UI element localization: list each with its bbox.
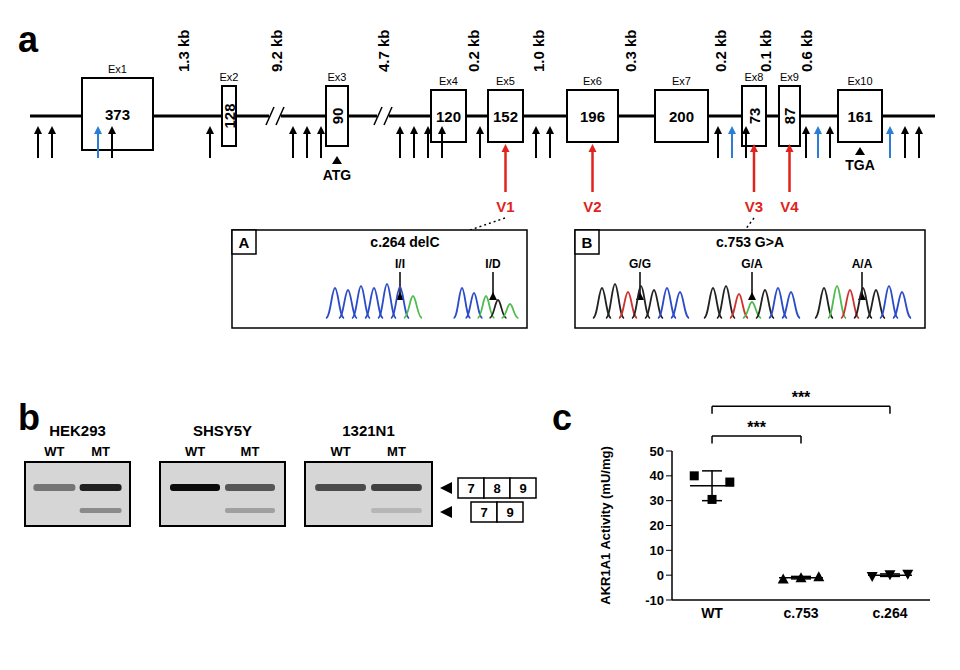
svg-text:Ex7: Ex7 [672,75,691,87]
svg-text:87: 87 [781,108,798,125]
svg-text:30: 30 [650,493,664,508]
svg-text:-10: -10 [645,593,664,608]
svg-text:0.2 kb: 0.2 kb [712,29,729,72]
svg-text:TGA: TGA [845,157,875,173]
svg-text:9.2 kb: 9.2 kb [268,29,285,72]
svg-text:Ex8: Ex8 [745,71,764,83]
svg-text:1321N1: 1321N1 [342,422,395,439]
svg-text:AKR1A1 Activity (mU/mg): AKR1A1 Activity (mU/mg) [600,446,613,604]
svg-text:20: 20 [650,518,664,533]
svg-text:10: 10 [650,543,664,558]
svg-text:G/G: G/G [629,257,651,271]
svg-text:Ex10: Ex10 [847,75,872,87]
svg-text:73: 73 [746,108,763,125]
svg-text:WT: WT [330,444,350,459]
svg-text:A: A [239,234,250,251]
svg-text:WT: WT [44,444,64,459]
svg-text:WT: WT [701,605,723,621]
svg-text:***: *** [747,419,766,436]
svg-text:0.1 kb: 0.1 kb [757,29,774,72]
svg-text:200: 200 [669,108,694,125]
svg-text:B: B [582,234,593,251]
svg-text:a: a [18,19,39,60]
svg-text:WT: WT [185,444,205,459]
svg-text:c.264 delC: c.264 delC [370,234,439,250]
svg-text:90: 90 [329,108,346,125]
svg-text:SHSY5Y: SHSY5Y [193,422,252,439]
html-text:c: c [552,397,572,438]
svg-text:Ex4: Ex4 [439,75,458,87]
svg-text:V2: V2 [583,198,601,215]
svg-text:50: 50 [650,444,664,459]
svg-text:196: 196 [580,108,605,125]
svg-text:8: 8 [493,481,500,496]
svg-text:V1: V1 [496,198,514,215]
svg-text:7: 7 [480,505,487,520]
svg-text:1.3 kb: 1.3 kb [175,29,192,72]
svg-text:Ex5: Ex5 [496,75,515,87]
svg-text:0.3 kb: 0.3 kb [622,29,639,72]
svg-text:40: 40 [650,468,664,483]
svg-text:c.753: c.753 [783,605,818,621]
svg-text:Ex1: Ex1 [108,63,127,75]
svg-text:Ex6: Ex6 [583,75,602,87]
svg-text:0: 0 [657,568,664,583]
svg-text:A/A: A/A [852,257,873,271]
svg-text:***: *** [792,389,811,406]
svg-text:7: 7 [467,481,474,496]
svg-text:Ex9: Ex9 [780,71,799,83]
svg-text:V4: V4 [780,198,799,215]
svg-text:373: 373 [105,106,130,123]
svg-text:152: 152 [493,108,518,125]
svg-text:c.264: c.264 [872,605,907,621]
svg-text:c.753 G>A: c.753 G>A [716,234,784,250]
svg-text:G/A: G/A [741,257,763,271]
svg-text:V3: V3 [745,198,763,215]
svg-text:4.7 kb: 4.7 kb [375,29,392,72]
svg-text:I/D: I/D [485,257,501,271]
svg-text:161: 161 [847,108,872,125]
svg-text:128: 128 [221,103,238,128]
svg-text:120: 120 [436,108,461,125]
svg-text:I/I: I/I [395,257,405,271]
svg-text:HEK293: HEK293 [49,422,106,439]
svg-text:MT: MT [387,444,406,459]
svg-text:9: 9 [519,481,526,496]
svg-text:9: 9 [506,505,513,520]
svg-text:Ex2: Ex2 [220,71,239,83]
svg-text:MT: MT [241,444,260,459]
svg-text:ATG: ATG [323,167,352,183]
svg-text:MT: MT [91,444,110,459]
svg-text:1.0 kb: 1.0 kb [530,29,547,72]
svg-text:Ex3: Ex3 [328,71,347,83]
svg-text:b: b [18,400,40,438]
svg-text:0.6 kb: 0.6 kb [798,29,815,72]
svg-text:0.2 kb: 0.2 kb [465,29,482,72]
